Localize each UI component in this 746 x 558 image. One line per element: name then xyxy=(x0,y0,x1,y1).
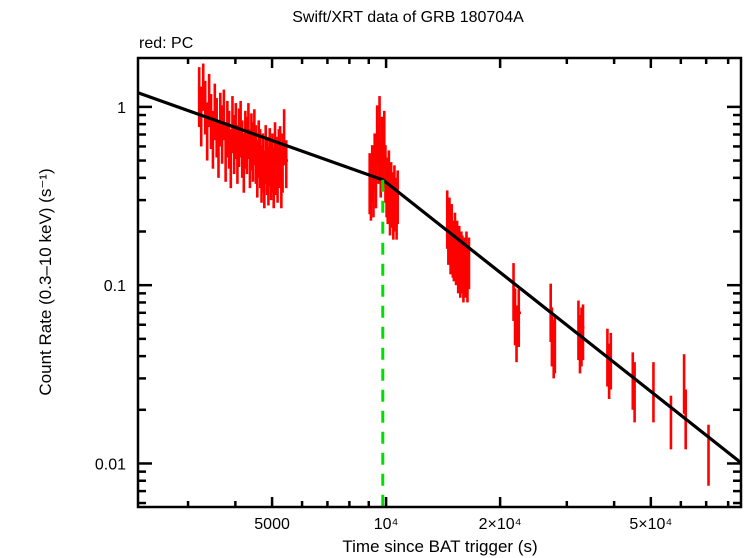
x-tick-labels: 5000 10⁴ 2×10⁴ 5×10⁴ xyxy=(254,516,672,533)
data-point xyxy=(669,395,673,450)
data-point xyxy=(516,289,521,348)
y-tick-labels: 1 0.1 0.01 xyxy=(95,100,126,474)
y-tick-label: 1 xyxy=(117,100,126,117)
data-point xyxy=(512,263,515,321)
x-tick-label: 5000 xyxy=(254,516,290,533)
chart-title: Swift/XRT data of GRB 180704A xyxy=(292,9,524,26)
data-point xyxy=(682,354,686,414)
data-layer xyxy=(197,63,710,486)
data-point xyxy=(203,80,207,135)
plot-frame xyxy=(136,56,743,509)
data-point xyxy=(553,315,557,374)
data-point xyxy=(467,237,471,290)
data-point xyxy=(396,170,399,225)
x-tick-label: 2×10⁴ xyxy=(479,516,522,533)
data-point xyxy=(284,140,289,189)
data-point xyxy=(707,424,710,486)
data-point xyxy=(197,67,201,128)
tick-layer xyxy=(138,58,741,507)
data-point xyxy=(581,304,585,361)
data-point xyxy=(282,109,286,166)
data-point xyxy=(631,352,635,410)
x-axis-label: Time since BAT trigger (s) xyxy=(342,537,537,556)
x-tick-label: 5×10⁴ xyxy=(629,516,672,533)
chart-subtitle: red: PC xyxy=(139,35,193,52)
y-axis-label: Count Rate (0.3–10 keV) (s⁻¹) xyxy=(36,168,55,395)
data-point xyxy=(201,63,205,111)
data-point xyxy=(222,89,226,141)
data-point xyxy=(515,305,518,363)
data-point xyxy=(633,362,636,423)
y-tick-label: 0.01 xyxy=(95,456,126,473)
x-tick-label: 10⁴ xyxy=(374,516,399,533)
y-tick-label: 0.1 xyxy=(104,278,126,295)
